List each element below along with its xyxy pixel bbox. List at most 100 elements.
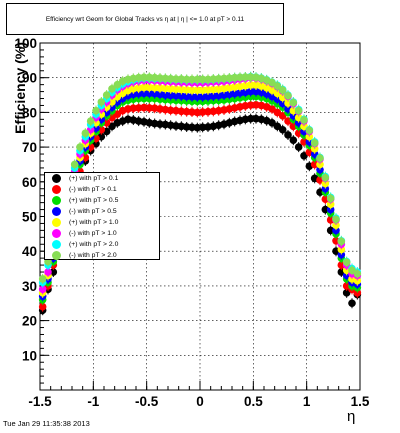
y-tick-label: 30 <box>22 279 37 294</box>
legend-label: (-) with pT > 0.5 <box>69 208 117 215</box>
data-point <box>246 87 255 96</box>
legend-label: (+) with pT > 0.5 <box>69 197 119 204</box>
legend-marker <box>52 185 61 194</box>
y-tick-label: 50 <box>22 210 37 225</box>
data-point <box>76 143 84 151</box>
chart-title: Efficiency wrt Geom for Global Tracks vs… <box>45 15 245 23</box>
data-point <box>294 143 303 151</box>
data-point <box>193 86 202 94</box>
data-point <box>38 285 47 294</box>
data-points <box>38 71 362 316</box>
data-point <box>284 91 292 100</box>
data-point <box>321 184 330 193</box>
legend-label: (-) with pT > 2.0 <box>69 252 117 259</box>
legend-marker <box>52 240 61 249</box>
y-axis-label: Efficiency (%) <box>12 42 28 134</box>
legend-entry: (+) with pT > 0.1 <box>45 173 161 184</box>
legend-entry: (-) with pT > 0.5 <box>45 206 161 217</box>
data-point <box>188 75 196 84</box>
data-point <box>326 205 335 214</box>
timestamp: Tue Jan 29 11:35:38 2013 <box>3 419 90 428</box>
data-point <box>140 89 148 98</box>
data-point <box>278 86 287 94</box>
legend-entry: (-) with pT > 0.1 <box>45 184 161 195</box>
data-point <box>97 98 106 106</box>
data-point <box>92 106 100 115</box>
data-point <box>353 289 362 297</box>
data-point <box>188 92 196 101</box>
data-point <box>38 275 47 283</box>
data-point <box>108 85 116 93</box>
data-point <box>321 173 330 182</box>
data-point <box>321 179 330 188</box>
legend-label: (+) with pT > 2.0 <box>69 241 119 248</box>
legend-label: (-) with pT > 1.0 <box>69 230 117 237</box>
data-point <box>86 117 95 125</box>
legend-entry: (+) with pT > 2.0 <box>45 239 161 250</box>
data-point <box>294 106 303 115</box>
y-tick-label: 20 <box>22 314 37 329</box>
data-point <box>305 132 314 141</box>
data-point <box>198 75 207 84</box>
data-point <box>310 139 319 147</box>
data-point <box>332 215 340 224</box>
x-tick-label: -0.5 <box>135 394 159 409</box>
legend-marker <box>52 207 61 216</box>
axis-ticks: -1.5 -1 -0.5 0 0.5 1 1.5 10 20 30 40 50 60 70 80 90 100 <box>14 36 369 409</box>
data-point <box>332 226 340 235</box>
data-point <box>172 75 180 83</box>
x-axis-label: η <box>347 408 356 425</box>
data-series <box>38 86 362 302</box>
data-point <box>284 131 292 139</box>
data-point <box>70 160 79 169</box>
data-point <box>337 237 346 246</box>
x-tick-label: 0 <box>196 394 204 409</box>
data-point <box>305 126 314 135</box>
legend-label: (+) with pT > 1.0 <box>69 219 119 226</box>
data-point <box>300 116 308 124</box>
data-point <box>289 98 298 107</box>
data-point <box>353 276 362 285</box>
data-point <box>108 103 116 111</box>
x-tick-label: -1 <box>87 394 99 409</box>
data-point <box>241 73 250 81</box>
data-point <box>332 221 340 229</box>
data-point <box>316 154 324 163</box>
data-point <box>337 245 346 254</box>
data-point <box>44 268 52 276</box>
data-point <box>81 129 90 138</box>
legend-marker <box>52 229 61 238</box>
data-point <box>193 75 202 84</box>
legend-label: (-) with pT > 0.1 <box>69 186 117 193</box>
data-point <box>182 75 191 84</box>
data-point <box>310 145 319 153</box>
data-point <box>316 160 324 169</box>
chart-title-box: Efficiency wrt Geom for Global Tracks vs… <box>6 3 284 35</box>
data-point <box>273 82 282 90</box>
legend-label: (+) with pT > 0.1 <box>69 175 119 182</box>
y-tick-label: 100 <box>14 36 37 51</box>
y-tick-label: 60 <box>22 175 37 190</box>
data-point <box>353 269 362 278</box>
legend-marker <box>52 218 61 227</box>
data-point <box>145 94 154 103</box>
data-point <box>278 125 287 134</box>
x-tick-label: 1 <box>303 394 311 409</box>
legend-entry: (-) with pT > 2.0 <box>45 250 161 261</box>
data-point <box>310 160 319 169</box>
legend-marker <box>52 174 61 183</box>
data-point <box>326 194 335 203</box>
data-point <box>246 114 255 123</box>
data-point <box>342 258 351 267</box>
data-point <box>140 83 148 92</box>
legend-entry: (-) with pT > 1.0 <box>45 228 161 239</box>
y-tick-label: 80 <box>22 105 37 120</box>
data-point <box>326 200 335 209</box>
legend-entry: (+) with pT > 0.5 <box>45 195 161 206</box>
legend-entry: (+) with pT > 1.0 <box>45 217 161 228</box>
legend: (+) with pT > 0.1 (-) with pT > 0.1 (+) … <box>44 172 160 260</box>
legend-marker <box>52 251 61 260</box>
y-tick-label: 70 <box>22 140 37 155</box>
data-point <box>348 299 356 308</box>
